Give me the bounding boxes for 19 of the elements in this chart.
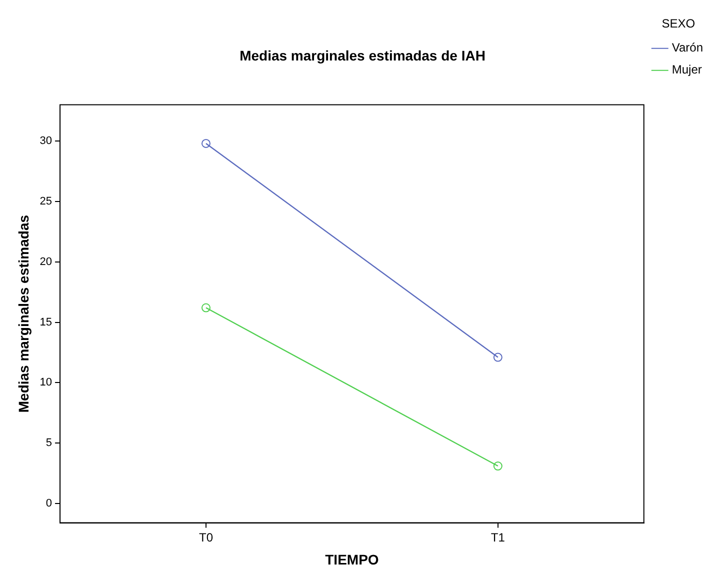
y-tick-label: 30 xyxy=(40,135,52,148)
x-axis-title: TIEMPO xyxy=(325,551,379,568)
y-tick-label: 10 xyxy=(40,376,52,389)
point xyxy=(201,138,210,148)
y-tick-label: 0 xyxy=(46,498,52,510)
legend-label: Varón xyxy=(672,40,704,55)
point xyxy=(201,303,210,312)
y-tick-label: 15 xyxy=(40,316,52,328)
x-tick-label: T1 xyxy=(490,530,506,544)
y-tick-label: 5 xyxy=(46,437,52,450)
point xyxy=(493,462,502,471)
x-tick-label: T0 xyxy=(198,530,214,544)
point xyxy=(493,352,502,362)
legend-label: Mujer xyxy=(672,62,702,77)
chart-title: Medias marginales estimadas de IAH xyxy=(240,47,486,64)
y-tick-label: 25 xyxy=(40,195,52,208)
y-axis-title: Medias marginales estimadas xyxy=(15,214,32,413)
legend-title: SEXO xyxy=(662,16,696,30)
y-tick-label: 20 xyxy=(40,256,52,268)
